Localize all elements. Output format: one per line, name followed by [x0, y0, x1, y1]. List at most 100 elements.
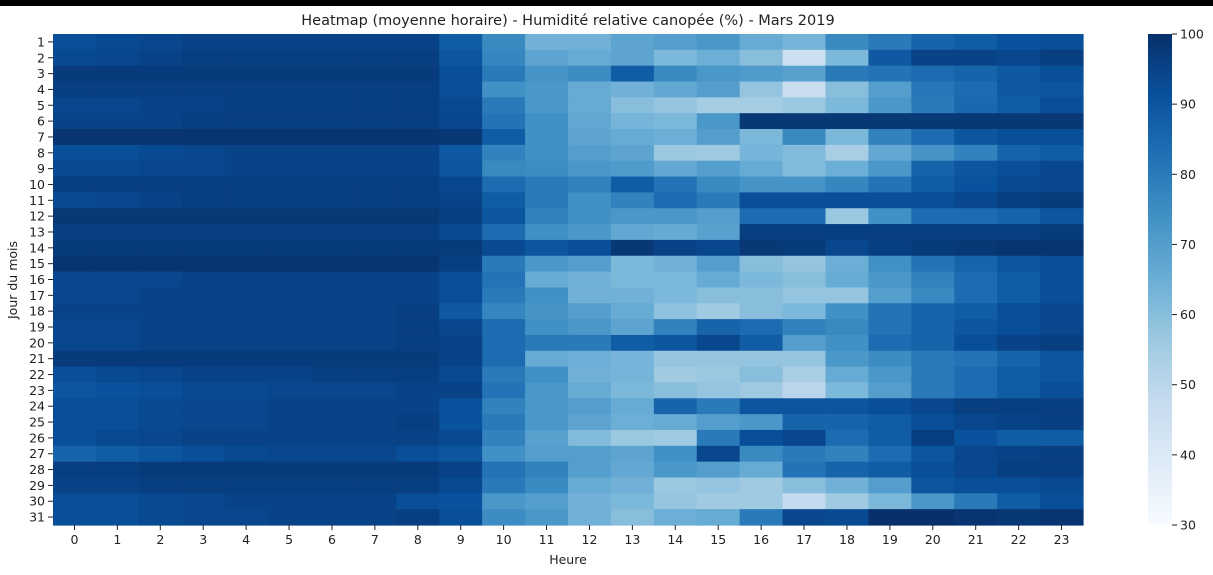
- x-tick-label: 21: [968, 532, 984, 547]
- heatmap-cell: [868, 224, 912, 241]
- heatmap-cell: [439, 49, 483, 67]
- heatmap-cell: [782, 97, 827, 114]
- heatmap-cell: [954, 160, 998, 178]
- heatmap-cell: [739, 350, 784, 368]
- heatmap-cell: [696, 97, 741, 114]
- heatmap-cell: [1040, 271, 1084, 289]
- heatmap-cell: [653, 65, 698, 83]
- heatmap-cell: [696, 113, 741, 130]
- heatmap-cell: [525, 493, 569, 510]
- heatmap-cell: [482, 255, 526, 273]
- heatmap-cell: [95, 398, 140, 415]
- heatmap-cell: [696, 493, 741, 510]
- heatmap-cell: [696, 398, 741, 415]
- heatmap-cell: [997, 319, 1041, 336]
- x-tick-label: 11: [539, 532, 555, 547]
- x-tick-label: 15: [710, 532, 726, 547]
- heatmap-cell: [954, 382, 998, 399]
- heatmap-cell: [525, 81, 569, 98]
- heatmap-cell: [267, 477, 312, 494]
- heatmap-cell: [181, 239, 226, 257]
- colorbar-tick-label: 60: [1180, 307, 1196, 322]
- heatmap-cell: [568, 366, 612, 384]
- heatmap-cell: [267, 208, 312, 225]
- heatmap-cell: [568, 97, 612, 114]
- heatmap-cell: [95, 49, 140, 67]
- heatmap-cell: [954, 287, 998, 304]
- heatmap-cell: [439, 192, 483, 209]
- heatmap-cell: [53, 81, 97, 98]
- heatmap-cell: [525, 366, 569, 384]
- heatmap-cell: [482, 239, 526, 257]
- heatmap-cell: [310, 493, 355, 510]
- heatmap-cell: [439, 382, 483, 399]
- heatmap-cell: [138, 303, 183, 320]
- heatmap-cell: [825, 319, 870, 336]
- heatmap-cell: [525, 255, 569, 273]
- heatmap-cell: [224, 49, 269, 67]
- heatmap-cell: [825, 176, 870, 193]
- heatmap-cell: [525, 49, 569, 67]
- heatmap-cell: [825, 429, 870, 447]
- heatmap-cell: [353, 239, 397, 257]
- heatmap-cell: [954, 97, 998, 114]
- heatmap-cell: [482, 208, 526, 225]
- heatmap-cell: [911, 144, 955, 162]
- heatmap-cell: [782, 239, 827, 257]
- heatmap-cell: [1040, 129, 1084, 146]
- heatmap-cell: [439, 65, 483, 83]
- heatmap-cell: [181, 398, 226, 415]
- heatmap-cell: [439, 34, 483, 51]
- heatmap-cell: [739, 34, 784, 51]
- heatmap-cell: [138, 176, 183, 193]
- heatmap-cell: [439, 493, 483, 510]
- heatmap-cell: [353, 303, 397, 320]
- heatmap-cell: [138, 287, 183, 304]
- heatmap-cell: [53, 97, 97, 114]
- heatmap-cell: [568, 239, 612, 257]
- heatmap-cell: [181, 319, 226, 336]
- heatmap-cell: [1040, 65, 1084, 83]
- heatmap-cell: [138, 429, 183, 447]
- heatmap-cell: [868, 97, 912, 114]
- heatmap-cell: [954, 445, 998, 463]
- heatmap-cell: [181, 144, 226, 162]
- heatmap-cell: [653, 34, 698, 51]
- heatmap-cell: [181, 160, 226, 178]
- heatmap-cell: [181, 81, 226, 98]
- heatmap-cell: [439, 239, 483, 257]
- heatmap-cell: [353, 271, 397, 289]
- heatmap-cell: [954, 239, 998, 257]
- heatmap-cell: [739, 445, 784, 463]
- heatmap-cell: [525, 113, 569, 130]
- heatmap-cell: [954, 113, 998, 130]
- heatmap-cell: [181, 192, 226, 209]
- heatmap-cell: [782, 303, 827, 320]
- heatmap-cell: [997, 477, 1041, 494]
- y-tick-label: 18: [29, 304, 45, 319]
- heatmap-cell: [439, 144, 483, 162]
- heatmap-cell: [825, 208, 870, 225]
- heatmap-cell: [782, 334, 827, 352]
- heatmap-cell: [610, 192, 655, 209]
- heatmap-cell: [1040, 144, 1084, 162]
- heatmap-cell: [439, 129, 483, 146]
- heatmap-cell: [353, 477, 397, 494]
- heatmap-cell: [267, 319, 312, 336]
- heatmap-cell: [568, 319, 612, 336]
- heatmap-cell: [95, 445, 140, 463]
- heatmap-cell: [997, 334, 1041, 352]
- heatmap-cell: [95, 34, 140, 51]
- heatmap-cell: [911, 129, 955, 146]
- heatmap-cell: [653, 509, 698, 526]
- heatmap-cell: [439, 303, 483, 320]
- heatmap-cell: [439, 461, 483, 479]
- heatmap-cell: [138, 49, 183, 67]
- heatmap-cell: [911, 81, 955, 98]
- y-tick-label: 10: [29, 177, 45, 192]
- heatmap-cell: [1040, 366, 1084, 384]
- heatmap-cell: [224, 303, 269, 320]
- heatmap-cell: [997, 65, 1041, 83]
- heatmap-cell: [396, 303, 440, 320]
- heatmap-cell: [997, 97, 1041, 114]
